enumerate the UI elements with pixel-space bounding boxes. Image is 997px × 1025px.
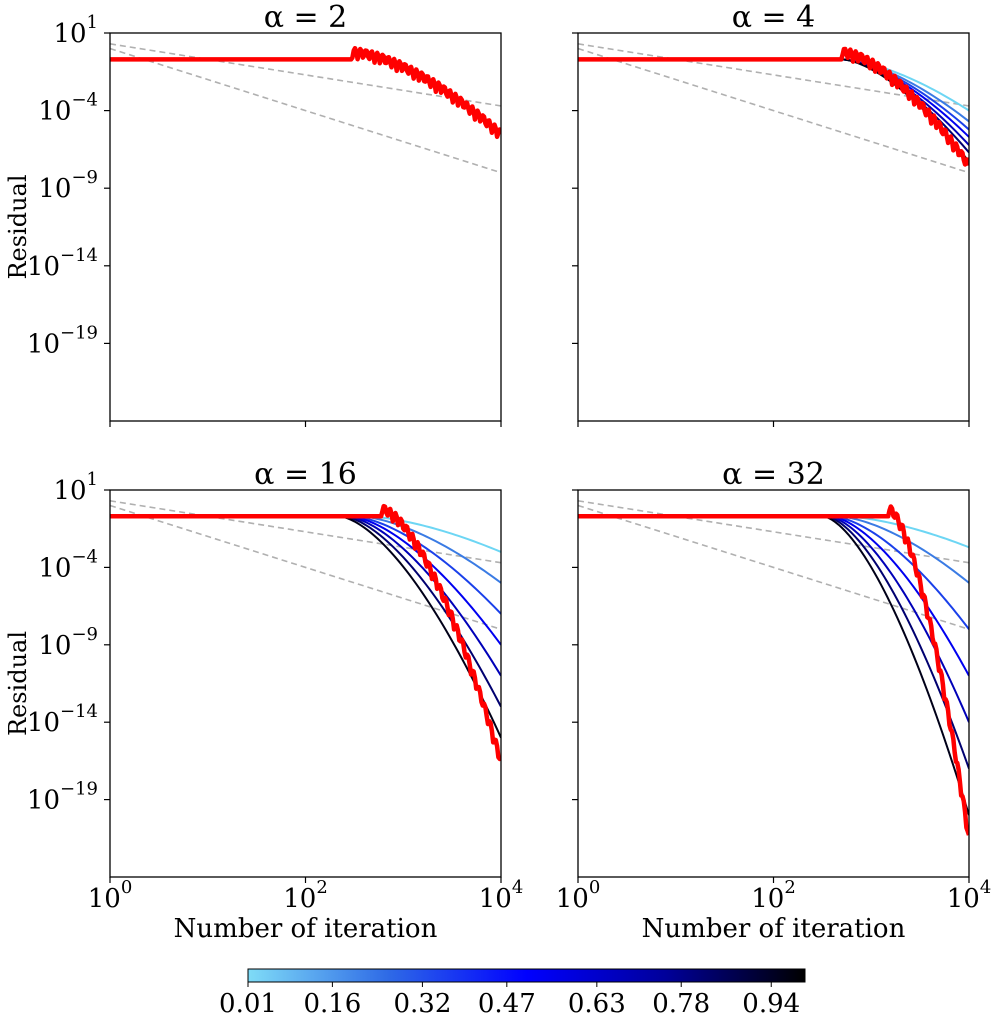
- y-tick-label: 101: [53, 469, 98, 506]
- x-tick-label: 102: [283, 877, 328, 914]
- panel-3: 100 102 104 101 10−4 10−9 10−14 10−19 α = 16 Resi…: [4, 457, 523, 944]
- x-tick-label: 100: [88, 877, 133, 914]
- reference-line-2: [110, 504, 501, 631]
- series-line-0.78: [578, 58, 969, 154]
- reference-line-1: [578, 43, 969, 107]
- reference-line-1: [110, 43, 501, 107]
- series-line-0.01: [110, 515, 501, 553]
- panel-title: α = 32: [722, 457, 825, 492]
- y-tick-label: 10−9: [38, 167, 98, 204]
- restart-curve: [578, 46, 969, 167]
- colorbar-tick-label: 0.16: [303, 989, 361, 1019]
- y-tick-label: 10−4: [38, 546, 98, 583]
- colorbar-tick-label: 0.94: [742, 989, 800, 1019]
- reference-line-2: [110, 47, 501, 174]
- series-line-0.63: [578, 58, 969, 146]
- x-axis-label: Number of iteration: [174, 914, 438, 944]
- y-tick-label: 10−14: [27, 245, 98, 282]
- colorbar-tick-label: 0.32: [393, 989, 451, 1019]
- x-tick-label: 100: [556, 877, 601, 914]
- y-tick-label: 10−14: [27, 701, 98, 738]
- series-line-0.32: [578, 515, 969, 630]
- colorbar-tick-label: 0.63: [568, 989, 626, 1019]
- plot-area: [110, 500, 501, 762]
- y-tick-label: 10−4: [38, 90, 98, 127]
- reference-line-1: [110, 500, 501, 564]
- series-line-0.16: [110, 515, 501, 584]
- colorbar: 0.01 0.16 0.32 0.47 0.63 0.78 0.94: [219, 968, 806, 1019]
- y-axis-label: Residual: [4, 631, 32, 736]
- y-tick-label: 10−19: [27, 779, 98, 816]
- y-tick-label: 10−9: [38, 624, 98, 661]
- axes-frame: [109, 489, 502, 878]
- restart-curve: [110, 503, 501, 762]
- x-axis-label: Number of iteration: [642, 914, 906, 944]
- reference-line-2: [578, 504, 969, 631]
- colorbar-tick-label: 0.47: [478, 989, 536, 1019]
- restart-curve: [110, 45, 501, 140]
- y-axis-label: Residual: [4, 174, 32, 279]
- plot-area: [110, 43, 501, 174]
- x-tick-label: 102: [751, 877, 796, 914]
- series-line-0.94: [110, 515, 501, 739]
- panel-2: α = 4: [572, 0, 970, 427]
- panel-title: α = 4: [732, 0, 816, 35]
- reference-line-1: [578, 500, 969, 564]
- restart-curve: [578, 504, 969, 836]
- panel-1: 101 10−4 10−9 10−14 10−19 α = 2 Residual: [4, 0, 502, 427]
- colorbar-tick-label: 0.01: [219, 989, 277, 1019]
- colorbar-tick-label: 0.78: [652, 989, 710, 1019]
- colorbar-gradient: [247, 968, 806, 983]
- plot-area: [578, 43, 969, 174]
- y-tick-label: 101: [53, 12, 98, 49]
- panel-title: α = 16: [254, 457, 357, 492]
- x-tick-label: 104: [479, 877, 524, 914]
- panel-title: α = 2: [264, 0, 348, 35]
- plot-area: [578, 500, 969, 836]
- y-tick-label: 10−19: [27, 322, 98, 359]
- panel-4: 100 102 104 α = 32 Number of iteration: [556, 457, 992, 944]
- reference-line-2: [578, 47, 969, 174]
- x-tick-label: 104: [947, 877, 992, 914]
